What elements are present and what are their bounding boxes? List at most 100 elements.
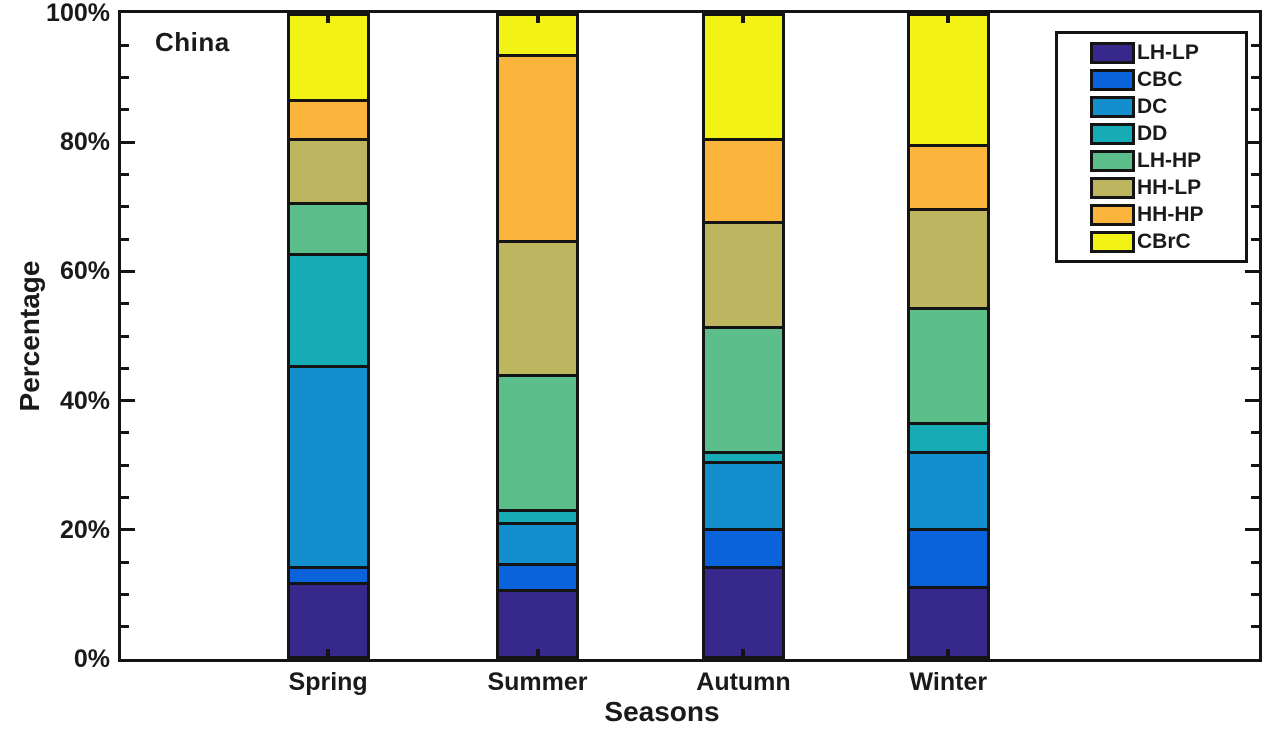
y-tick-label-80: 80% bbox=[59, 128, 110, 157]
y-tick-left-90 bbox=[121, 76, 129, 80]
y-tick-label-60: 60% bbox=[59, 257, 110, 286]
legend: LH-LP CBC DC DD LH-HP HH-LP HH-HP CBrC bbox=[1055, 31, 1248, 263]
y-tick-right-25 bbox=[1251, 496, 1259, 499]
y-tick-left-70 bbox=[121, 205, 129, 209]
bar-segment-lh-lp-autumn bbox=[704, 566, 782, 656]
y-tick-left-85 bbox=[121, 108, 129, 112]
x-tick-top-winter bbox=[946, 13, 951, 23]
y-tick-left-45 bbox=[121, 366, 129, 370]
legend-label-lh-hp: LH-HP bbox=[1137, 148, 1202, 172]
y-tick-label-20: 20% bbox=[59, 515, 110, 544]
y-tick-left-65 bbox=[121, 237, 129, 241]
legend-swatch-dd-icon bbox=[1090, 122, 1135, 145]
bar-segment-cbrc-winter bbox=[909, 16, 987, 144]
legend-label-cbc: CBC bbox=[1137, 67, 1183, 91]
plot-inner: China bbox=[121, 13, 1259, 659]
bar-segment-dd-autumn bbox=[704, 451, 782, 461]
bar-segment-dd-spring bbox=[289, 252, 367, 365]
bar-segment-lh-hp-autumn bbox=[704, 326, 782, 452]
bar-segment-dc-spring bbox=[289, 364, 367, 567]
legend-item-hh-hp: HH-HP bbox=[1090, 202, 1241, 228]
x-tick-top-summer bbox=[535, 13, 540, 23]
y-tick-left-20 bbox=[121, 528, 135, 532]
bar-segment-hh-hp-summer bbox=[499, 54, 576, 240]
bar-segment-dd-winter bbox=[909, 422, 987, 452]
bar-segment-lh-hp-summer bbox=[499, 374, 576, 509]
y-tick-right-65 bbox=[1251, 237, 1259, 241]
y-tick-right-10 bbox=[1251, 592, 1259, 596]
y-tick-left-40 bbox=[121, 399, 135, 403]
legend-swatch-hh-lp-icon bbox=[1090, 176, 1135, 199]
x-tick-label-winter: Winter bbox=[909, 668, 988, 696]
y-tick-label-0: 0% bbox=[73, 645, 110, 673]
bar-segment-dd-summer bbox=[499, 508, 576, 522]
region-label: China bbox=[155, 27, 230, 57]
bar-summer bbox=[496, 13, 579, 659]
bar-segment-hh-lp-autumn bbox=[704, 220, 782, 327]
y-tick-label-100: 100% bbox=[46, 0, 110, 27]
x-tick-label-spring: Spring bbox=[288, 668, 368, 696]
y-tick-left-30 bbox=[121, 463, 129, 467]
bar-segment-hh-hp-autumn bbox=[704, 137, 782, 221]
legend-swatch-lh-hp-icon bbox=[1090, 149, 1135, 172]
y-tick-left-10 bbox=[121, 592, 129, 596]
x-tick-top-spring bbox=[326, 13, 331, 23]
bar-segment-lh-hp-winter bbox=[909, 307, 987, 423]
bar-segment-cbc-autumn bbox=[704, 528, 782, 567]
legend-swatch-cbc-icon bbox=[1090, 68, 1135, 91]
bar-segment-lh-lp-winter bbox=[909, 585, 987, 656]
bar-segment-hh-lp-winter bbox=[909, 208, 987, 308]
x-tick-label-autumn: Autumn bbox=[696, 668, 791, 696]
legend-item-cbc: CBC bbox=[1090, 67, 1241, 93]
legend-item-cbrc: CBrC bbox=[1090, 229, 1241, 255]
y-tick-left-55 bbox=[121, 302, 129, 306]
legend-label-lh-lp: LH-LP bbox=[1137, 40, 1199, 64]
legend-item-hh-lp: HH-LP bbox=[1090, 175, 1241, 201]
legend-swatch-dc-icon bbox=[1090, 95, 1135, 118]
legend-item-lh-hp: LH-HP bbox=[1090, 148, 1241, 174]
x-tick-bottom-winter bbox=[946, 649, 951, 659]
y-tick-left-60 bbox=[121, 269, 135, 273]
bar-segment-cbc-winter bbox=[909, 528, 987, 586]
legend-label-hh-lp: HH-LP bbox=[1137, 175, 1202, 199]
y-tick-left-35 bbox=[121, 431, 129, 435]
y-tick-left-80 bbox=[121, 140, 135, 144]
legend-label-hh-hp: HH-HP bbox=[1137, 202, 1204, 226]
bar-segment-hh-lp-summer bbox=[499, 240, 576, 375]
legend-swatch-hh-hp-icon bbox=[1090, 203, 1135, 226]
y-tick-right-90 bbox=[1251, 76, 1259, 80]
legend-item-dd: DD bbox=[1090, 121, 1241, 147]
x-axis-label: Seasons bbox=[604, 696, 720, 727]
x-tick-top-autumn bbox=[741, 13, 746, 23]
bar-segment-cbc-spring bbox=[289, 566, 367, 583]
y-tick-right-50 bbox=[1251, 334, 1259, 338]
legend-label-dc: DC bbox=[1137, 94, 1168, 118]
y-tick-left-25 bbox=[121, 496, 129, 499]
bar-segment-lh-lp-summer bbox=[499, 588, 576, 656]
bar-spring bbox=[286, 13, 370, 659]
bar-segment-hh-hp-spring bbox=[289, 99, 367, 138]
y-tick-right-40 bbox=[1245, 399, 1259, 403]
bar-segment-lh-hp-spring bbox=[289, 201, 367, 253]
y-tick-right-75 bbox=[1251, 173, 1259, 176]
legend-label-dd: DD bbox=[1137, 121, 1168, 145]
y-tick-right-70 bbox=[1251, 205, 1259, 209]
y-tick-left-15 bbox=[121, 560, 129, 564]
y-tick-right-20 bbox=[1245, 528, 1259, 532]
x-tick-bottom-spring bbox=[326, 649, 331, 659]
legend-item-dc: DC bbox=[1090, 94, 1241, 120]
y-tick-right-95 bbox=[1251, 43, 1259, 47]
bar-segment-dc-autumn bbox=[704, 460, 782, 528]
x-tick-label-summer: Summer bbox=[487, 668, 588, 696]
y-tick-right-45 bbox=[1251, 366, 1259, 370]
y-tick-right-30 bbox=[1251, 463, 1259, 467]
bar-segment-cbc-summer bbox=[499, 563, 576, 589]
bar-autumn bbox=[701, 13, 785, 659]
bar-segment-cbrc-spring bbox=[289, 16, 367, 100]
bar-segment-lh-lp-spring bbox=[289, 582, 367, 656]
y-tick-left-95 bbox=[121, 43, 129, 47]
bar-segment-cbrc-autumn bbox=[704, 16, 782, 138]
bar-segment-dc-summer bbox=[499, 521, 576, 564]
x-tick-bottom-autumn bbox=[741, 649, 746, 659]
